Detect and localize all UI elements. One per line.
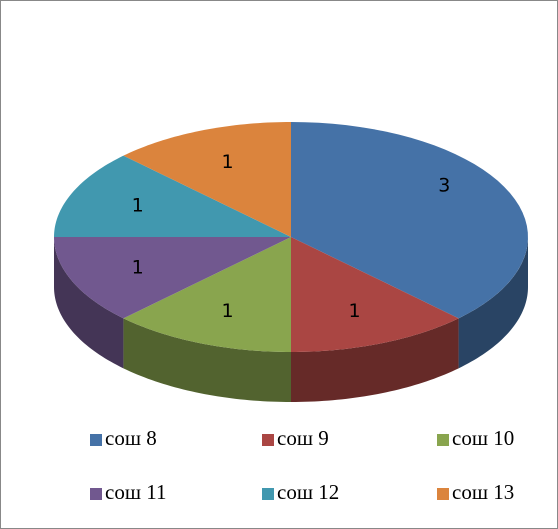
legend-swatch bbox=[437, 434, 449, 446]
legend-swatch bbox=[262, 434, 274, 446]
legend-label: сош 13 bbox=[452, 480, 514, 504]
pie-slice bbox=[291, 237, 459, 352]
legend-swatch bbox=[437, 488, 449, 500]
pie-side bbox=[54, 237, 124, 369]
pie-slice bbox=[291, 122, 528, 319]
data-label: 1 bbox=[221, 151, 233, 173]
legend-label: сош 9 bbox=[277, 426, 329, 450]
legend-swatch bbox=[90, 434, 102, 446]
pie-slice bbox=[54, 237, 291, 319]
data-label: 3 bbox=[438, 175, 450, 197]
legend-swatch bbox=[90, 488, 102, 500]
pie-slice bbox=[54, 155, 291, 237]
data-label: 1 bbox=[132, 195, 144, 217]
pie-slice bbox=[123, 237, 291, 352]
legend-swatch bbox=[262, 488, 274, 500]
pie-side bbox=[458, 237, 528, 369]
pie-side bbox=[291, 318, 459, 402]
data-label: 1 bbox=[221, 300, 233, 322]
pie-side bbox=[123, 318, 291, 402]
data-label: 1 bbox=[132, 256, 144, 278]
legend-label: сош 10 bbox=[452, 426, 514, 450]
pie-slice bbox=[123, 122, 291, 237]
legend-label: сош 12 bbox=[277, 480, 339, 504]
data-label: 1 bbox=[348, 300, 360, 322]
legend-label: сош 11 bbox=[105, 480, 166, 504]
legend-label: сош 8 bbox=[105, 426, 157, 450]
